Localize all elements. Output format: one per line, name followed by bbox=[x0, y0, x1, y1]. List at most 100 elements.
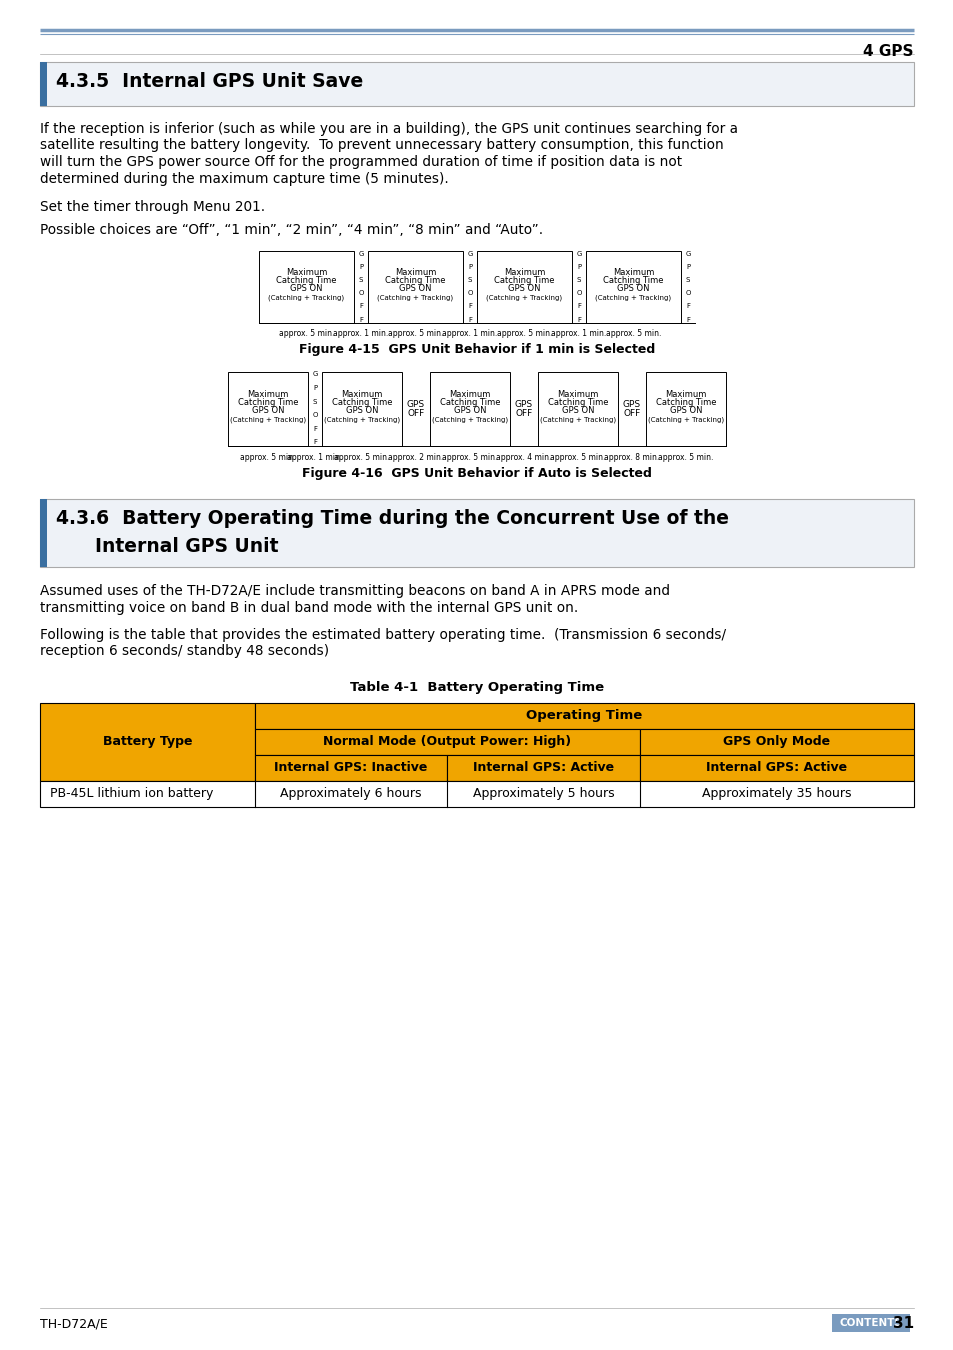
Text: GPS Only Mode: GPS Only Mode bbox=[722, 734, 830, 748]
Text: Approximately 6 hours: Approximately 6 hours bbox=[280, 787, 421, 801]
Text: Catching Time: Catching Time bbox=[494, 275, 554, 285]
Text: GPS ON: GPS ON bbox=[252, 406, 284, 414]
Text: F: F bbox=[313, 440, 316, 446]
Bar bbox=[639, 729, 913, 755]
Text: O: O bbox=[358, 290, 363, 296]
Text: GPS: GPS bbox=[622, 400, 640, 409]
Text: Internal GPS: Active: Internal GPS: Active bbox=[706, 761, 846, 774]
Text: F: F bbox=[468, 304, 472, 309]
Text: approx. 8 min.: approx. 8 min. bbox=[604, 452, 659, 462]
Text: Internal GPS Unit: Internal GPS Unit bbox=[95, 536, 278, 555]
Text: approx. 5 min.: approx. 5 min. bbox=[334, 452, 389, 462]
Text: GPS ON: GPS ON bbox=[669, 406, 701, 414]
Text: Possible choices are “Off”, “1 min”, “2 min”, “4 min”, “8 min” and “Auto”.: Possible choices are “Off”, “1 min”, “2 … bbox=[40, 223, 542, 236]
Text: 4.3.5  Internal GPS Unit Save: 4.3.5 Internal GPS Unit Save bbox=[56, 72, 363, 90]
Text: approx. 1 min.: approx. 1 min. bbox=[333, 329, 388, 339]
Text: Figure 4-16  GPS Unit Behavior if Auto is Selected: Figure 4-16 GPS Unit Behavior if Auto is… bbox=[302, 467, 651, 479]
Bar bbox=[430, 371, 510, 446]
Bar bbox=[258, 251, 354, 323]
Text: (Catching + Tracking): (Catching + Tracking) bbox=[230, 416, 306, 423]
Text: Maximum: Maximum bbox=[557, 390, 598, 400]
Text: Set the timer through Menu 201.: Set the timer through Menu 201. bbox=[40, 200, 265, 215]
Text: transmitting voice on band B in dual band mode with the internal GPS unit on.: transmitting voice on band B in dual ban… bbox=[40, 601, 578, 616]
Bar bbox=[537, 371, 618, 446]
Text: GPS ON: GPS ON bbox=[508, 284, 540, 293]
Bar bbox=[368, 251, 462, 323]
Text: PB-45L lithium ion battery: PB-45L lithium ion battery bbox=[50, 787, 213, 801]
Bar bbox=[254, 729, 639, 755]
Text: S: S bbox=[358, 277, 363, 284]
Text: Normal Mode (Output Power: High): Normal Mode (Output Power: High) bbox=[323, 734, 571, 748]
Text: Approximately 5 hours: Approximately 5 hours bbox=[472, 787, 614, 801]
Text: Maximum: Maximum bbox=[503, 269, 544, 277]
Text: approx. 2 min.: approx. 2 min. bbox=[388, 452, 443, 462]
Bar bbox=[639, 755, 913, 780]
Text: GPS ON: GPS ON bbox=[399, 284, 432, 293]
Bar bbox=[228, 371, 308, 446]
Text: If the reception is inferior (such as while you are in a building), the GPS unit: If the reception is inferior (such as wh… bbox=[40, 122, 738, 136]
Text: Following is the table that provides the estimated battery operating time.  (Tra: Following is the table that provides the… bbox=[40, 628, 725, 641]
Text: Catching Time: Catching Time bbox=[276, 275, 336, 285]
Text: GPS ON: GPS ON bbox=[561, 406, 594, 414]
Text: Catching Time: Catching Time bbox=[237, 398, 298, 406]
Text: satellite resulting the battery longevity.  To prevent unnecessary battery consu: satellite resulting the battery longevit… bbox=[40, 139, 723, 153]
Bar bbox=[40, 62, 47, 107]
Text: F: F bbox=[468, 316, 472, 323]
Text: 31: 31 bbox=[892, 1316, 913, 1331]
Text: Approximately 35 hours: Approximately 35 hours bbox=[701, 787, 851, 801]
Bar bbox=[40, 62, 913, 107]
Text: G: G bbox=[684, 251, 690, 256]
Text: TH-D72A/E: TH-D72A/E bbox=[40, 1318, 108, 1331]
Text: approx. 5 min.: approx. 5 min. bbox=[550, 452, 605, 462]
Text: approx. 5 min.: approx. 5 min. bbox=[388, 329, 443, 339]
Bar bbox=[585, 251, 680, 323]
Text: approx. 5 min.: approx. 5 min. bbox=[240, 452, 295, 462]
Text: Figure 4-15  GPS Unit Behavior if 1 min is Selected: Figure 4-15 GPS Unit Behavior if 1 min i… bbox=[298, 343, 655, 356]
Text: F: F bbox=[313, 425, 316, 432]
Text: S: S bbox=[577, 277, 580, 284]
Text: (Catching + Tracking): (Catching + Tracking) bbox=[486, 294, 562, 301]
Bar bbox=[447, 755, 639, 780]
Text: F: F bbox=[685, 304, 689, 309]
Text: reception 6 seconds/ standby 48 seconds): reception 6 seconds/ standby 48 seconds) bbox=[40, 644, 329, 657]
Text: Catching Time: Catching Time bbox=[655, 398, 716, 406]
Text: F: F bbox=[358, 316, 363, 323]
Text: approx. 1 min.: approx. 1 min. bbox=[287, 452, 342, 462]
Text: approx. 4 min.: approx. 4 min. bbox=[496, 452, 551, 462]
Text: approx. 5 min.: approx. 5 min. bbox=[658, 452, 713, 462]
Text: Internal GPS: Inactive: Internal GPS: Inactive bbox=[274, 761, 427, 774]
Text: 4.3.6  Battery Operating Time during the Concurrent Use of the: 4.3.6 Battery Operating Time during the … bbox=[56, 509, 728, 528]
Text: approx. 1 min.: approx. 1 min. bbox=[551, 329, 606, 339]
Text: GPS ON: GPS ON bbox=[290, 284, 322, 293]
Text: Catching Time: Catching Time bbox=[547, 398, 608, 406]
Text: Maximum: Maximum bbox=[341, 390, 382, 400]
Bar bbox=[254, 755, 447, 780]
Text: P: P bbox=[685, 263, 689, 270]
Text: Catching Time: Catching Time bbox=[602, 275, 663, 285]
Text: F: F bbox=[358, 304, 363, 309]
Text: S: S bbox=[313, 398, 316, 405]
Text: F: F bbox=[577, 304, 580, 309]
Text: G: G bbox=[467, 251, 472, 256]
Text: approx. 5 min.: approx. 5 min. bbox=[278, 329, 334, 339]
Text: OFF: OFF bbox=[515, 409, 532, 418]
Text: (Catching + Tracking): (Catching + Tracking) bbox=[324, 416, 399, 423]
Text: approx. 5 min.: approx. 5 min. bbox=[605, 329, 660, 339]
Text: P: P bbox=[577, 263, 580, 270]
Text: Catching Time: Catching Time bbox=[439, 398, 499, 406]
Text: G: G bbox=[358, 251, 363, 256]
Text: Maximum: Maximum bbox=[247, 390, 289, 400]
Text: Internal GPS: Active: Internal GPS: Active bbox=[473, 761, 614, 774]
Bar bbox=[40, 780, 913, 806]
Text: will turn the GPS power source Off for the programmed duration of time if positi: will turn the GPS power source Off for t… bbox=[40, 155, 681, 169]
Text: G: G bbox=[312, 371, 317, 378]
Text: P: P bbox=[468, 263, 472, 270]
Text: (Catching + Tracking): (Catching + Tracking) bbox=[268, 294, 344, 301]
Text: CONTENTS: CONTENTS bbox=[839, 1318, 902, 1328]
Bar bbox=[476, 251, 572, 323]
Text: (Catching + Tracking): (Catching + Tracking) bbox=[432, 416, 508, 423]
Bar bbox=[645, 371, 725, 446]
Text: Catching Time: Catching Time bbox=[332, 398, 392, 406]
Text: S: S bbox=[685, 277, 689, 284]
Text: Maximum: Maximum bbox=[286, 269, 327, 277]
